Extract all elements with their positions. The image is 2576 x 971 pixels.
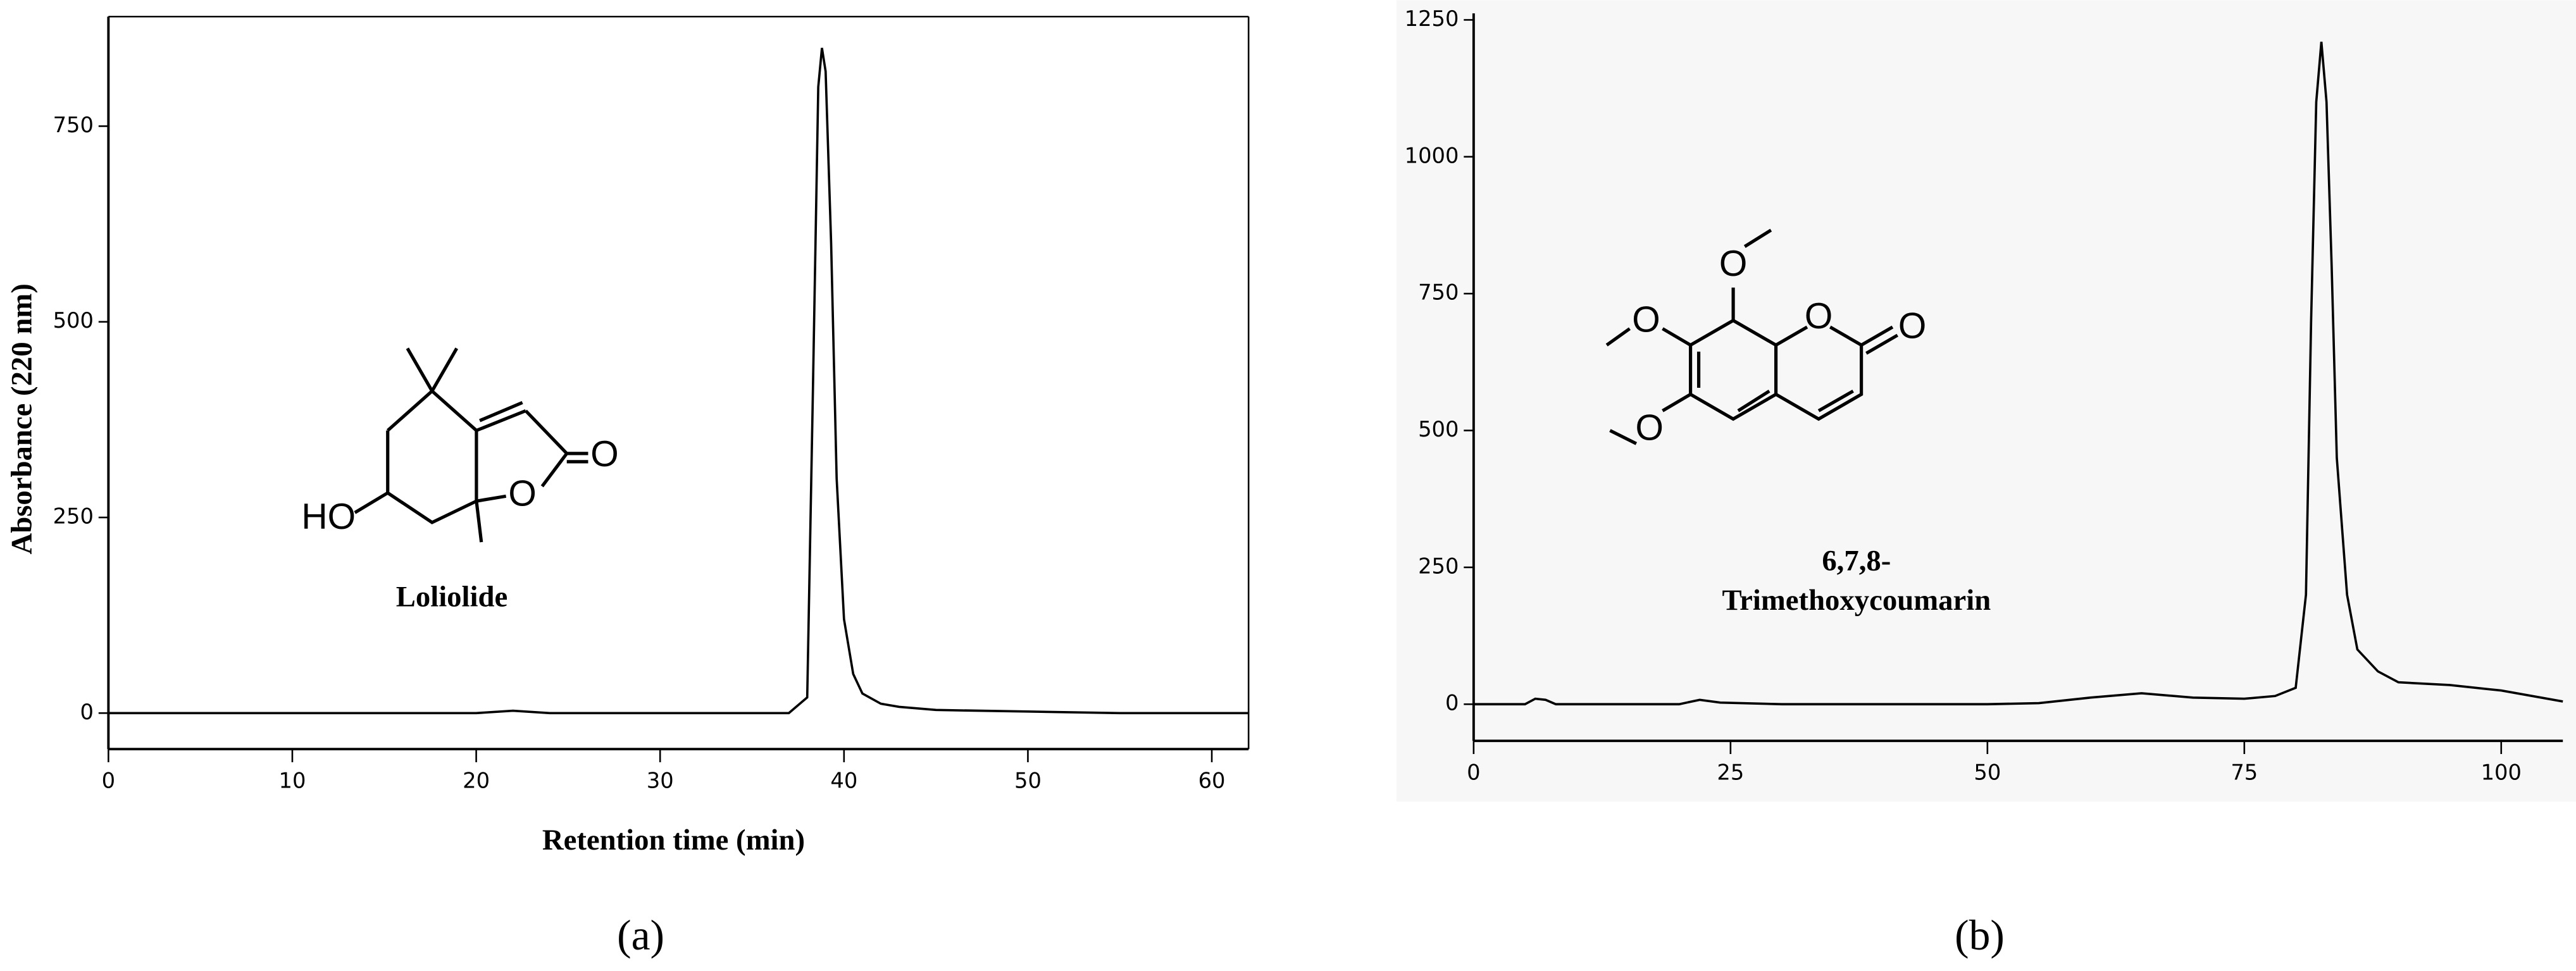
y-tick-label: 1000 bbox=[1405, 143, 1459, 168]
x-tick-label: 50 bbox=[1014, 769, 1042, 793]
y-tick-label: 250 bbox=[53, 504, 94, 529]
atom-label: O bbox=[508, 473, 536, 514]
y-tick-label: 0 bbox=[1445, 691, 1459, 715]
chromatogram-line bbox=[108, 47, 1249, 715]
atom-label: O bbox=[1805, 296, 1832, 337]
y-tick-label: 500 bbox=[1418, 417, 1459, 442]
atom-label: O bbox=[1898, 306, 1926, 347]
y-tick-label: 1250 bbox=[1405, 6, 1459, 31]
compound-name: Trimethoxycoumarin bbox=[1722, 584, 1991, 617]
y-axis-label: Absorbance (220 nm) bbox=[6, 283, 39, 554]
atom-label: O bbox=[1719, 244, 1747, 284]
atom-label: O bbox=[590, 434, 618, 474]
x-tick-label: 20 bbox=[463, 769, 490, 793]
y-tick-label: 250 bbox=[1418, 554, 1459, 578]
y-tick-label: 750 bbox=[1418, 280, 1459, 305]
y-tick-label: 0 bbox=[80, 700, 94, 724]
coumarin-structure: O O O O O bbox=[1605, 228, 1926, 448]
chromatogram-line bbox=[1473, 41, 2563, 706]
x-tick-label: 50 bbox=[1974, 760, 2001, 785]
atom-label: HO bbox=[301, 497, 356, 537]
compound-name: Loliolide bbox=[396, 581, 508, 614]
x-tick-label: 0 bbox=[102, 769, 115, 793]
atom-label: O bbox=[1632, 299, 1660, 340]
x-axis-label: Retention time (min) bbox=[542, 824, 805, 857]
y-tick-label: 500 bbox=[53, 308, 94, 333]
x-tick-label: 100 bbox=[2481, 760, 2522, 785]
loliolide-structure: HO O O bbox=[301, 347, 619, 543]
x-tick-label: 0 bbox=[1467, 760, 1480, 785]
x-tick-label: 60 bbox=[1198, 769, 1226, 793]
x-tick-label: 75 bbox=[2231, 760, 2258, 785]
y-tick-label: 750 bbox=[53, 113, 94, 137]
x-tick-label: 40 bbox=[830, 769, 857, 793]
panel-background bbox=[1396, 0, 2576, 802]
x-tick-label: 10 bbox=[278, 769, 306, 793]
panel-label: (a) bbox=[617, 912, 664, 959]
compound-name: 6,7,8- bbox=[1822, 545, 1891, 578]
x-tick-label: 25 bbox=[1717, 760, 1744, 785]
x-tick-label: 30 bbox=[647, 769, 674, 793]
panel-label: (b) bbox=[1955, 912, 2005, 959]
atom-label: O bbox=[1635, 408, 1663, 448]
